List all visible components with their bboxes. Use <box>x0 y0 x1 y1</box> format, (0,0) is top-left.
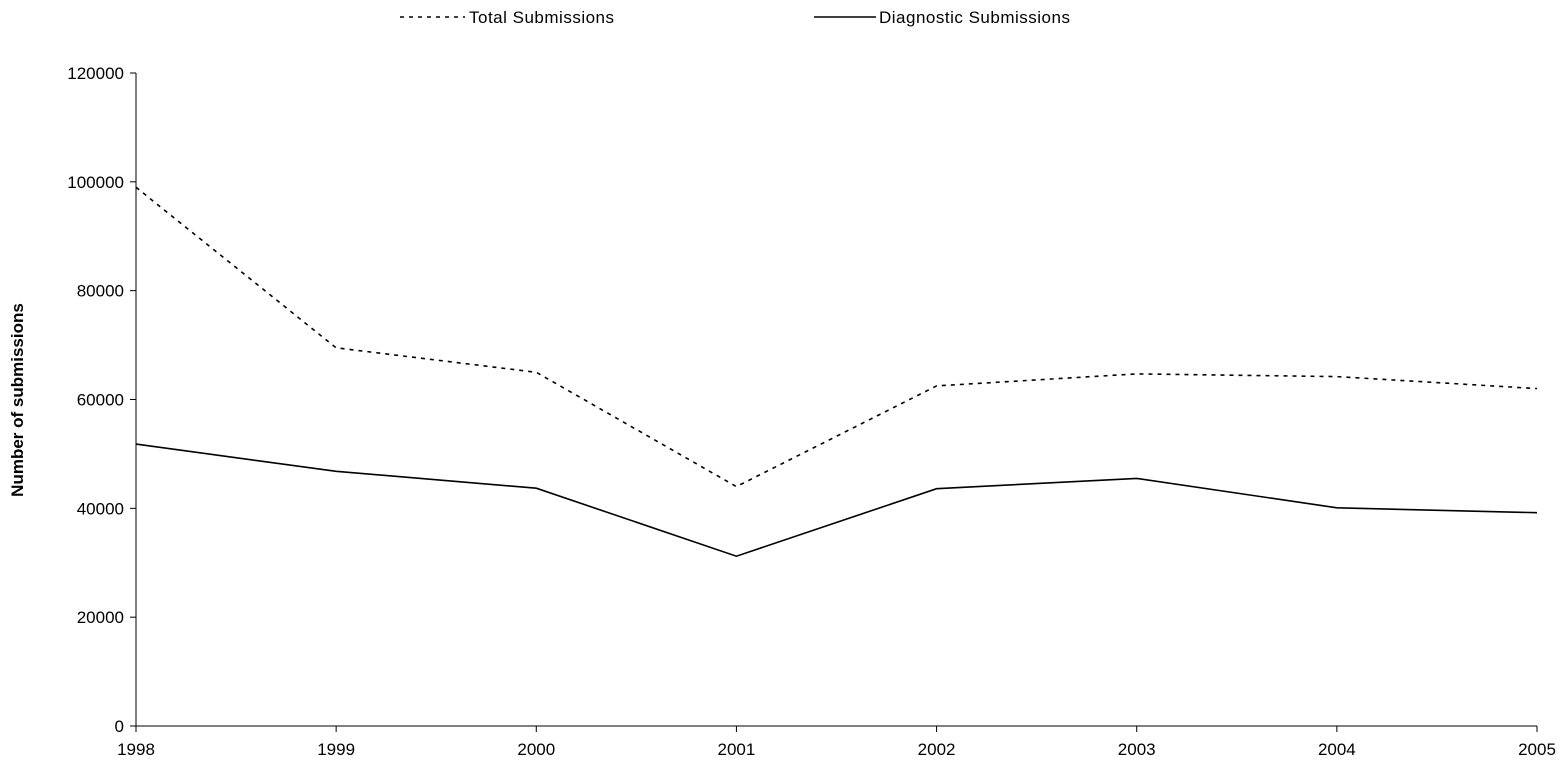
legend: Total Submissions Diagnostic Submissions <box>400 8 1070 27</box>
series-line-diagnostic-submissions <box>135 443 1538 558</box>
series-line-total-submissions <box>135 186 1538 488</box>
y-tick-label: 60000 <box>77 391 124 410</box>
x-tick-label: 2004 <box>1318 740 1356 759</box>
y-tick-label: 80000 <box>77 282 124 301</box>
y-tick-label: 20000 <box>77 608 124 627</box>
y-tick-label: 120000 <box>67 64 124 83</box>
x-tick-label: 1998 <box>117 740 155 759</box>
y-tick-label: 100000 <box>67 173 124 192</box>
series-layer <box>135 186 1538 558</box>
x-tick-label: 2002 <box>918 740 956 759</box>
legend-label-diagnostic-submissions: Diagnostic Submissions <box>879 8 1070 27</box>
legend-label-total-submissions: Total Submissions <box>469 8 615 27</box>
x-tick-label: 2000 <box>517 740 555 759</box>
y-tick-label: 40000 <box>77 499 124 518</box>
x-tick-label: 1999 <box>317 740 355 759</box>
x-tick-label: 2005 <box>1518 740 1556 759</box>
y-tick-label: 0 <box>115 717 124 736</box>
y-axis-title: Number of submissions <box>8 303 27 497</box>
y-axis-ticks: 0 20000 40000 60000 80000 100000 120000 <box>67 64 136 736</box>
x-axis-ticks: 1998 1999 2000 2001 2002 2003 2004 2005 <box>117 726 1556 759</box>
x-tick-label: 2001 <box>718 740 756 759</box>
x-tick-label: 2003 <box>1118 740 1156 759</box>
